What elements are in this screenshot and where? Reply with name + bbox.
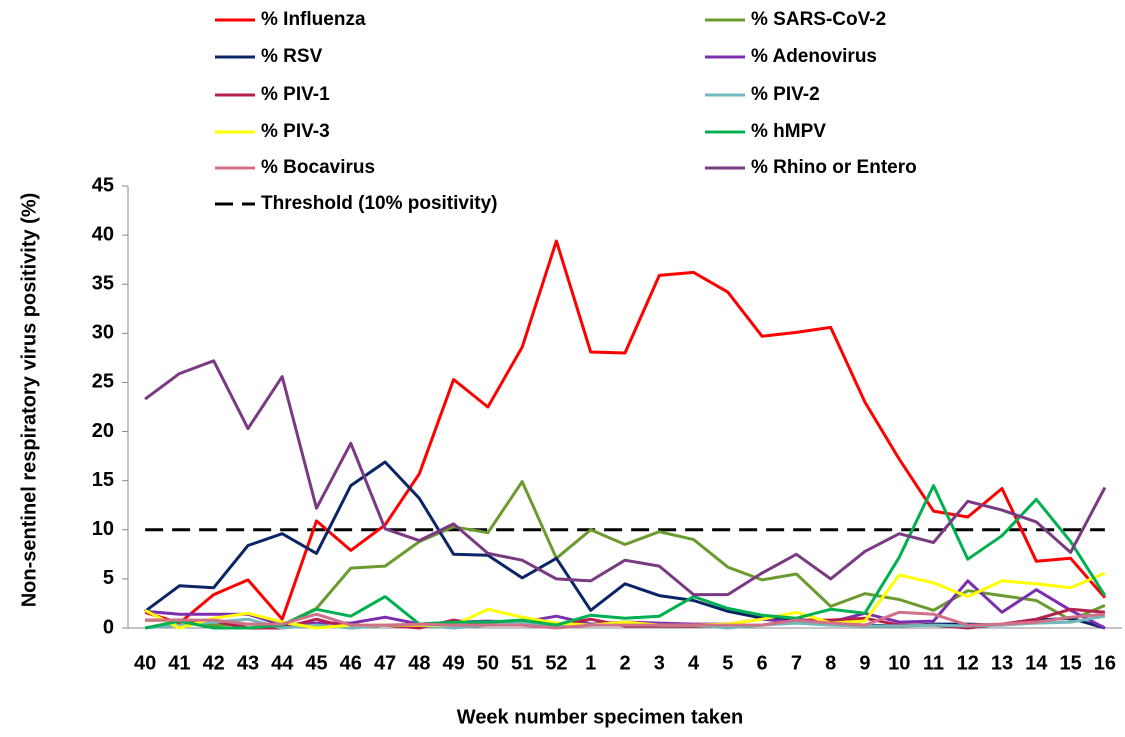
x-tick-label: 13 [991, 652, 1013, 674]
series-line [145, 610, 1106, 630]
y-tick-label: 25 [92, 371, 114, 393]
x-tick-label: 43 [237, 652, 259, 674]
x-tick-label: 6 [757, 652, 768, 674]
y-tick-label: 30 [92, 322, 114, 344]
x-axis-title: Week number specimen taken [457, 706, 743, 728]
y-tick-label: 5 [103, 567, 114, 589]
x-tick-label: 11 [923, 652, 944, 674]
x-tick-label: 51 [511, 652, 533, 674]
x-tick-label: 49 [442, 652, 464, 674]
x-tick-label: 14 [1025, 652, 1048, 674]
x-tick-label: 4 [688, 652, 700, 674]
x-tick-label: 8 [825, 652, 836, 674]
x-tick-label: 15 [1059, 652, 1081, 674]
legend-label: % PIV-1 [261, 84, 330, 105]
x-tick-label: 50 [477, 652, 499, 674]
x-tick-label: 48 [408, 652, 430, 674]
y-tick-label: 40 [92, 223, 114, 245]
x-tick-label: 12 [957, 652, 979, 674]
x-tick-label: 44 [271, 652, 294, 674]
x-tick-label: 16 [1094, 652, 1116, 674]
legend-label: % hMPV [751, 121, 826, 142]
x-tick-label: 41 [168, 652, 190, 674]
x-tick-label: 40 [134, 652, 156, 674]
x-tick-label: 5 [722, 652, 733, 674]
x-tick-label: 1 [585, 652, 596, 674]
x-tick-label: 10 [888, 652, 910, 674]
y-tick-label: 45 [92, 174, 114, 196]
x-tick-label: 45 [305, 652, 327, 674]
y-axis-title: Non-sentinel respiratory virus positivit… [18, 193, 40, 608]
series-line [144, 571, 1106, 630]
x-tick-label: 9 [859, 652, 870, 674]
legend-label: % PIV-2 [751, 84, 820, 105]
series-line [144, 239, 1107, 625]
legend-label: % SARS-CoV-2 [751, 9, 886, 30]
y-tick-label: 35 [92, 273, 114, 295]
legend-label: % Adenovirus [751, 46, 877, 67]
y-tick-label: 20 [92, 420, 114, 442]
legend-label: Threshold (10% positivity) [261, 193, 497, 214]
legend-label: % RSV [261, 46, 323, 67]
y-tick-label: 0 [103, 616, 114, 638]
x-tick-label: 3 [654, 652, 665, 674]
legend-label: % PIV-3 [261, 121, 330, 142]
x-tick-label: 7 [791, 652, 802, 674]
x-tick-label: 2 [619, 652, 630, 674]
legend-label: % Influenza [261, 9, 366, 30]
series-line [144, 484, 1107, 630]
x-tick-label: 47 [374, 652, 396, 674]
y-tick-label: 15 [92, 469, 114, 491]
series-line [144, 359, 1107, 597]
legend-label: % Bocavirus [261, 157, 375, 178]
legend-label: % Rhino or Entero [751, 157, 917, 178]
y-tick-label: 10 [92, 518, 114, 540]
x-tick-label: 52 [545, 652, 567, 674]
x-tick-label: 46 [340, 652, 362, 674]
x-tick-label: 42 [203, 652, 225, 674]
